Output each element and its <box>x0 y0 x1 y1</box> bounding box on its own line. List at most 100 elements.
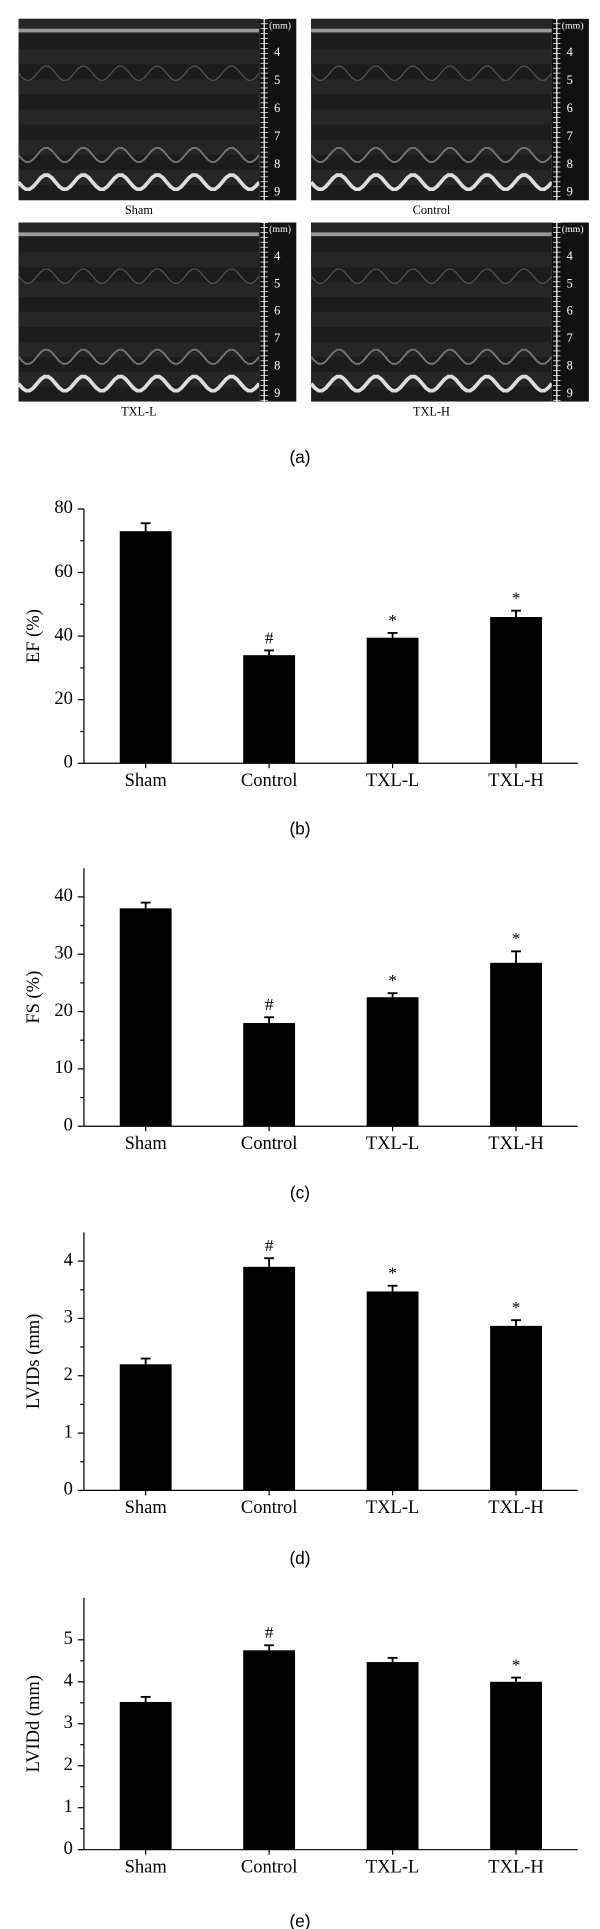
y-tick-label: 2 <box>64 1755 73 1775</box>
scale-tick-label: 7 <box>567 331 573 345</box>
scale-tick-label: 6 <box>274 304 280 318</box>
significance-mark: * <box>512 1298 521 1317</box>
x-tick-label: Sham <box>125 771 168 791</box>
bar <box>366 997 419 1127</box>
echo-texture <box>311 282 552 298</box>
scale-tick-label: 8 <box>274 157 280 171</box>
x-tick-label: TXL-H <box>488 1857 543 1877</box>
echo-texture <box>18 312 260 327</box>
x-tick-label: Sham <box>125 1134 168 1154</box>
echo-top <box>18 28 260 33</box>
significance-mark: * <box>512 1655 521 1674</box>
x-tick-label: Sham <box>125 1857 168 1877</box>
bar <box>119 1364 172 1491</box>
x-tick-label: TXL-L <box>366 771 419 791</box>
echo-texture <box>311 170 552 186</box>
bar <box>119 531 172 764</box>
caption: (b) <box>289 818 310 838</box>
scale-tick-label: 7 <box>274 331 280 345</box>
x-tick-label: Control <box>241 1857 298 1877</box>
scale-bar <box>259 18 297 201</box>
bar <box>490 1681 542 1850</box>
x-tick-label: Control <box>241 771 298 791</box>
scale-unit: (mm) <box>562 20 584 31</box>
y-tick-label: 0 <box>64 753 73 773</box>
echo-texture <box>311 49 552 65</box>
scale-tick-label: 5 <box>274 276 280 290</box>
scale-unit: (mm) <box>269 20 291 31</box>
scale-tick-label: 9 <box>274 386 280 400</box>
echo-wall <box>17 374 261 393</box>
echo-wall <box>310 65 553 81</box>
y-tick-label: 0 <box>64 1115 73 1135</box>
echo-texture <box>311 139 552 155</box>
y-tick-label: 20 <box>54 689 72 709</box>
caption: (c) <box>290 1183 310 1203</box>
echo-texture <box>18 341 260 357</box>
scale-tick-label: 4 <box>567 45 573 59</box>
scale-tick-label: 6 <box>274 101 280 115</box>
y-tick-label: 4 <box>64 1250 73 1270</box>
scale-tick-label: 4 <box>274 249 280 263</box>
scale-tick-label: 5 <box>567 73 573 87</box>
echo-texture <box>18 109 260 125</box>
x-tick-label: TXL-L <box>366 1134 419 1154</box>
scale-tick-label: 9 <box>274 185 280 199</box>
scale-tick-label: 7 <box>567 129 573 143</box>
y-axis-label: EF (%) <box>24 609 44 663</box>
scale-tick-label: 9 <box>567 185 573 199</box>
x-tick-label: TXL-H <box>488 1134 543 1154</box>
x-tick-label: Sham <box>125 1498 168 1518</box>
echo-texture <box>18 79 260 95</box>
y-tick-label: 80 <box>54 498 72 518</box>
y-tick-label: 1 <box>64 1422 73 1442</box>
x-tick-label: Control <box>241 1134 298 1154</box>
echo-texture <box>311 252 552 268</box>
scale-tick-label: 8 <box>274 359 280 373</box>
scale-tick-label: 8 <box>567 157 573 171</box>
y-tick-label: 2 <box>64 1365 73 1385</box>
y-tick-label: 20 <box>54 1001 72 1021</box>
y-axis-label: LVIDs (mm) <box>24 1314 44 1409</box>
significance-mark: * <box>388 1264 397 1283</box>
echo-wall <box>309 173 554 192</box>
echo-wall <box>310 268 553 284</box>
bar <box>119 1701 172 1850</box>
bar <box>490 962 542 1127</box>
y-tick-label: 40 <box>54 886 72 906</box>
panel-label: Sham <box>125 203 153 217</box>
echo-texture <box>311 341 552 357</box>
bar <box>243 1650 296 1850</box>
significance-mark: # <box>265 1623 274 1642</box>
echo-top <box>311 232 552 237</box>
significance-mark: # <box>265 628 274 647</box>
bar <box>490 1325 542 1491</box>
echo-texture <box>18 282 260 298</box>
significance-mark: # <box>265 1236 274 1255</box>
echo-texture <box>18 170 260 186</box>
echo-texture <box>18 49 260 65</box>
caption: (e) <box>289 1911 310 1929</box>
y-tick-label: 5 <box>64 1629 73 1649</box>
y-axis-label: FS (%) <box>24 971 44 1024</box>
echo-top <box>311 28 552 33</box>
bar <box>243 1023 296 1127</box>
caption: (a) <box>289 447 310 467</box>
panel-label: TXL-H <box>413 404 450 418</box>
bar <box>243 655 296 764</box>
x-tick-label: TXL-H <box>488 771 543 791</box>
panel-label: TXL-L <box>121 404 157 418</box>
significance-mark: * <box>512 929 521 948</box>
scale-tick-label: 9 <box>567 386 573 400</box>
echo-top <box>18 232 260 237</box>
y-tick-label: 0 <box>64 1839 73 1859</box>
bar <box>366 637 419 764</box>
y-tick-label: 4 <box>64 1671 73 1691</box>
significance-mark: * <box>512 589 521 608</box>
y-tick-label: 40 <box>54 625 72 645</box>
y-tick-label: 3 <box>64 1308 73 1328</box>
bar <box>243 1266 296 1491</box>
echo-texture <box>311 109 552 125</box>
